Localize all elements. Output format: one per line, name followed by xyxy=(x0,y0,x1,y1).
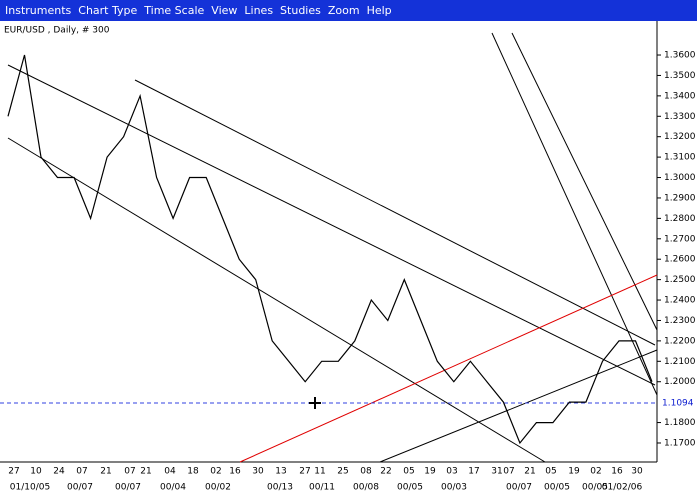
y-tick-label: 1.3200 xyxy=(664,132,696,142)
x-tick-label: 30 xyxy=(252,467,264,477)
x-tick-label: 13 xyxy=(275,467,286,477)
x-tick-label: 25 xyxy=(337,467,348,477)
x-tick-label: 04 xyxy=(164,467,176,477)
y-tick-label: 1.2700 xyxy=(664,234,696,244)
current-price-label: 1.1094 xyxy=(662,399,694,409)
x-tick-label: 22 xyxy=(380,467,391,477)
x-date-label: 00/07 xyxy=(115,483,141,493)
y-tick-label: 1.2300 xyxy=(664,316,696,326)
y-tick-label: 1.2500 xyxy=(664,275,696,285)
menu-bar: Instruments Chart Type Time Scale View Lines… xyxy=(0,0,697,21)
x-date-label: 00/13 xyxy=(267,483,293,493)
x-tick-label: 30 xyxy=(631,467,643,477)
y-tick-label: 1.3100 xyxy=(664,153,696,163)
y-tick-label: 1.2000 xyxy=(664,377,696,387)
x-date-label: 00/05 xyxy=(544,483,570,493)
x-tick-label: 27 xyxy=(8,467,19,477)
menu-item[interactable]: Chart Type xyxy=(78,4,138,17)
x-tick-label: 19 xyxy=(568,467,580,477)
y-tick-label: 1.1800 xyxy=(664,418,696,428)
x-date-label: 00/05 xyxy=(397,483,423,493)
channel-line xyxy=(491,32,658,396)
menu-item[interactable]: Instruments xyxy=(5,4,72,17)
y-tick-label: 1.3500 xyxy=(664,71,696,81)
x-tick-label: 07 xyxy=(124,467,135,477)
x-date-label: 01/10/05 xyxy=(10,483,50,493)
x-tick-label: 05 xyxy=(545,467,556,477)
x-tick-label: 18 xyxy=(187,467,199,477)
x-date-label: 00/03 xyxy=(441,483,467,493)
y-tick-label: 1.2200 xyxy=(664,336,696,346)
menu-item[interactable]: Time Scale xyxy=(144,4,205,17)
x-tick-label: 07 xyxy=(76,467,87,477)
price-line xyxy=(7,54,653,445)
y-tick-label: 1.2600 xyxy=(664,255,696,265)
x-date-label: 00/07 xyxy=(67,483,93,493)
x-tick-label: 19 xyxy=(424,467,436,477)
price-label-box xyxy=(659,397,695,409)
x-tick-label: 24 xyxy=(53,467,65,477)
channel-line xyxy=(379,349,658,463)
x-date-label: 00/11 xyxy=(309,483,335,493)
x-tick-label: 11 xyxy=(314,467,325,477)
x-tick-label: 21 xyxy=(100,467,111,477)
channel-line xyxy=(511,32,658,331)
x-tick-label: 17 xyxy=(468,467,479,477)
y-tick-label: 1.2900 xyxy=(664,193,696,203)
menu-item[interactable]: Zoom xyxy=(327,4,360,17)
x-date-label: 00/04 xyxy=(160,483,186,493)
y-tick-label: 1.3600 xyxy=(664,51,696,61)
x-tick-label: 21 xyxy=(140,467,151,477)
x-tick-label: 21 xyxy=(524,467,535,477)
x-tick-label: 02 xyxy=(210,467,221,477)
y-tick-label: 1.3400 xyxy=(664,91,696,101)
x-tick-label: 31 xyxy=(491,467,502,477)
x-tick-label: 08 xyxy=(360,467,372,477)
x-tick-label: 07 xyxy=(503,467,514,477)
x-tick-label: 10 xyxy=(30,467,42,477)
cursor xyxy=(309,397,321,409)
menu-item[interactable]: Lines xyxy=(244,4,274,17)
y-tick-label: 1.3300 xyxy=(664,112,696,122)
x-date-label: 00/08 xyxy=(353,483,379,493)
x-tick-label: 16 xyxy=(611,467,623,477)
x-date-label: 01/02/06 xyxy=(602,483,643,493)
x-tick-label: 03 xyxy=(446,467,457,477)
red-trend-line xyxy=(239,274,658,463)
chart-background xyxy=(0,21,697,493)
channel-line xyxy=(134,79,656,346)
x-date-label: 00/02 xyxy=(205,483,231,493)
y-tick-label: 1.1700 xyxy=(664,438,696,448)
y-tick-label: 1.2100 xyxy=(664,357,696,367)
x-date-label: 00/07 xyxy=(506,483,532,493)
x-tick-label: 05 xyxy=(403,467,414,477)
x-tick-label: 02 xyxy=(590,467,601,477)
channel-line xyxy=(7,64,656,386)
y-tick-label: 1.2800 xyxy=(664,214,696,224)
chart: EUR/USD , Daily, # 300 1.1094 1.3600 1.35… xyxy=(0,21,697,493)
menu-item[interactable]: Help xyxy=(366,4,392,17)
menu-item[interactable]: View xyxy=(211,4,238,17)
y-tick-label: 1.3000 xyxy=(664,173,696,183)
chart-label: EUR/USD , Daily, # 300 xyxy=(4,26,110,36)
menu-item[interactable]: Studies xyxy=(280,4,321,17)
x-tick-label: 27 xyxy=(299,467,310,477)
y-tick-label: 1.2400 xyxy=(664,296,696,306)
x-date-label: 00/05 xyxy=(582,483,608,493)
x-tick-label: 16 xyxy=(229,467,241,477)
